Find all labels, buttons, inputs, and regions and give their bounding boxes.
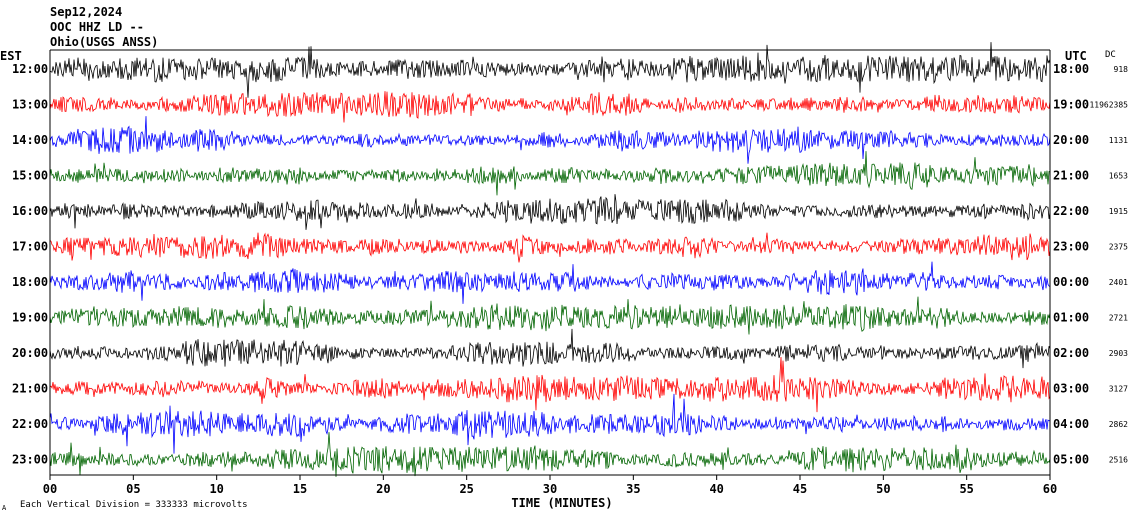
x-tick-label: 40 <box>709 482 723 496</box>
x-tick-label: 10 <box>209 482 223 496</box>
header-block: Sep12,2024 OOC HHZ LD -- Ohio(USGS ANSS) <box>50 5 158 49</box>
seismic-trace <box>49 328 1051 369</box>
seismic-trace <box>49 356 1051 413</box>
seismic-trace <box>49 116 1051 164</box>
x-tick-label: 50 <box>876 482 890 496</box>
utc-hour-label: 02:00 <box>1053 346 1089 360</box>
est-hour-label: 12:00 <box>12 62 48 76</box>
seismic-trace <box>49 42 1051 98</box>
dc-offset-label: 2903 <box>1109 349 1128 358</box>
dc-offset-label: 918 <box>1114 65 1129 74</box>
seismic-traces <box>49 42 1051 477</box>
dc-offset-label: 2375 <box>1109 243 1128 252</box>
est-hour-label: 22:00 <box>12 417 48 431</box>
utc-hour-label: 18:00 <box>1053 62 1089 76</box>
header-channel: OOC HHZ LD -- <box>50 20 144 34</box>
x-tick-label: 05 <box>126 482 140 496</box>
x-tick-label: 20 <box>376 482 390 496</box>
x-tick-label: 60 <box>1043 482 1057 496</box>
x-tick-label: 45 <box>793 482 807 496</box>
x-tick-label: 00 <box>43 482 57 496</box>
left-timezone-label: EST <box>0 49 22 63</box>
seismic-trace <box>49 232 1051 263</box>
x-tick-label: 30 <box>543 482 557 496</box>
est-hour-label: 15:00 <box>12 169 48 183</box>
x-axis-label: TIME (MINUTES) <box>511 496 612 510</box>
est-hour-label: 21:00 <box>12 382 48 396</box>
est-hour-label: 17:00 <box>12 240 48 254</box>
header-station: Ohio(USGS ANSS) <box>50 35 158 49</box>
dc-offset-label: 1131 <box>1109 136 1128 145</box>
est-hour-label: 18:00 <box>12 275 48 289</box>
dc-offset-label: 2721 <box>1109 314 1128 323</box>
scale-note: Each Vertical Division = 333333 microvol… <box>20 500 248 510</box>
seismic-trace <box>49 393 1051 454</box>
utc-hour-label: 19:00 <box>1053 98 1089 112</box>
dc-offset-label: 1915 <box>1109 207 1128 216</box>
dc-offset-label: 1653 <box>1109 172 1128 181</box>
est-hour-label: 13:00 <box>12 98 48 112</box>
x-tick-label: 35 <box>626 482 640 496</box>
utc-hour-label: 04:00 <box>1053 417 1089 431</box>
plot-axes <box>49 49 1051 476</box>
corner-mark: A <box>2 504 7 512</box>
est-hour-label: 19:00 <box>12 311 48 325</box>
est-hour-label: 23:00 <box>12 453 48 467</box>
seismic-trace <box>49 296 1051 335</box>
utc-hour-label: 22:00 <box>1053 204 1089 218</box>
utc-hour-label: 21:00 <box>1053 169 1089 183</box>
dc-offset-label: 2516 <box>1109 456 1128 465</box>
utc-hour-label: 23:00 <box>1053 240 1089 254</box>
seismic-trace <box>49 151 1051 196</box>
x-axis-ticks: 00 05 10 15 20 25 30 35 40 45 50 55 60 <box>43 475 1057 496</box>
utc-hour-label: 03:00 <box>1053 382 1089 396</box>
seismic-trace <box>49 261 1051 304</box>
right-timezone-label: UTC <box>1065 49 1087 63</box>
utc-hour-label: 20:00 <box>1053 133 1089 147</box>
dc-offset-label: 2862 <box>1109 420 1128 429</box>
dc-offset-label: 2401 <box>1109 278 1128 287</box>
x-tick-label: 15 <box>293 482 307 496</box>
est-hour-label: 20:00 <box>12 346 48 360</box>
dc-offset-label: 3127 <box>1109 385 1128 394</box>
seismic-trace <box>49 194 1051 230</box>
seismic-trace <box>49 432 1051 477</box>
utc-hour-label: 05:00 <box>1053 453 1089 467</box>
seismic-trace <box>49 91 1051 123</box>
utc-hour-label: 00:00 <box>1053 275 1089 289</box>
dc-offset-label: -11962385 <box>1085 101 1129 110</box>
x-tick-label: 55 <box>959 482 973 496</box>
utc-hour-label: 01:00 <box>1053 311 1089 325</box>
x-tick-label: 25 <box>459 482 473 496</box>
est-hour-label: 14:00 <box>12 133 48 147</box>
est-hour-label: 16:00 <box>12 204 48 218</box>
dc-header-label: DC <box>1105 50 1116 60</box>
header-date: Sep12,2024 <box>50 5 122 19</box>
